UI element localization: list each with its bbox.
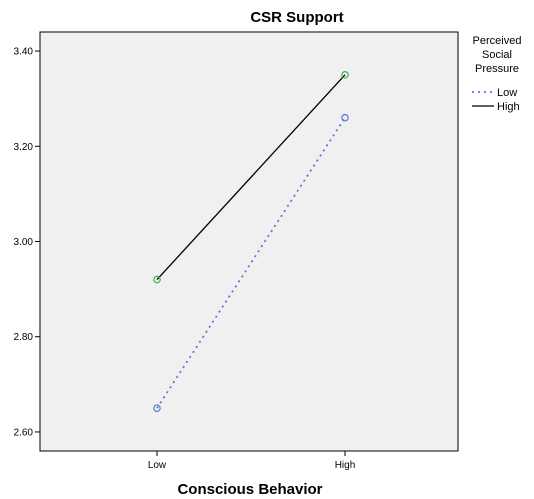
legend-title-line-2: Social (482, 49, 512, 61)
plot-area (39, 31, 459, 452)
y-tick-label: 3.00 (14, 237, 34, 248)
legend: Perceived Social Pressure Low High (472, 35, 521, 113)
y-tick-label: 2.80 (14, 332, 34, 343)
series-group (153, 71, 349, 412)
chart-title: CSR Support (250, 9, 343, 26)
series-line-low (156, 117, 346, 409)
x-axis-label: Conscious Behavior (177, 481, 322, 498)
legend-label-low: Low (497, 87, 517, 99)
x-tick-label: Low (148, 460, 167, 471)
data-point-high-high (341, 71, 349, 79)
data-point-high-low (153, 275, 161, 284)
series-line-high (156, 74, 346, 281)
x-axis: Low High (148, 451, 355, 471)
data-point-low-low (153, 404, 161, 412)
y-tick-label: 3.40 (14, 47, 34, 58)
y-axis: 2.60 2.80 3.00 3.20 3.40 (14, 47, 40, 438)
data-point-low-high (341, 113, 349, 122)
x-tick-label: High (335, 460, 356, 471)
legend-title-line-3: Pressure (475, 63, 519, 75)
legend-label-high: High (497, 101, 520, 113)
legend-title-line-1: Perceived (473, 35, 522, 47)
y-tick-label: 3.20 (14, 142, 34, 153)
y-tick-label: 2.60 (14, 427, 34, 438)
